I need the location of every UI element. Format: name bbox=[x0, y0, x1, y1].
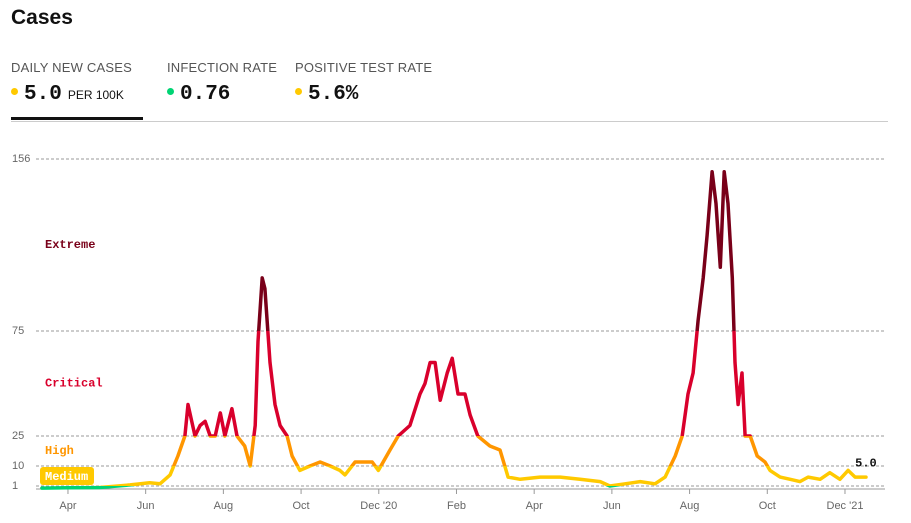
x-tick-label: Oct bbox=[759, 500, 776, 512]
zone-badge bbox=[40, 467, 94, 485]
zone-label: Extreme bbox=[45, 238, 95, 252]
metric-tab[interactable]: DAILY NEW CASES 5.0 PER 100K bbox=[11, 60, 132, 106]
tab-value-row: 5.6% bbox=[295, 83, 432, 106]
tab-label: DAILY NEW CASES bbox=[11, 60, 132, 75]
zone-label: Medium bbox=[45, 470, 88, 484]
x-tick-label: Aug bbox=[680, 500, 700, 512]
tab-label: INFECTION RATE bbox=[167, 60, 278, 75]
x-tick-label: Feb bbox=[447, 500, 466, 512]
y-tick-label: 1 bbox=[12, 480, 18, 492]
y-tick-label: 10 bbox=[12, 460, 24, 472]
zone-label: High bbox=[45, 444, 74, 458]
zone-label: Critical bbox=[45, 377, 103, 391]
tab-value-row: 0.76 bbox=[167, 83, 277, 106]
tab-unit: PER 100K bbox=[67, 88, 124, 102]
title: Cases bbox=[11, 6, 73, 29]
status-dot bbox=[295, 88, 302, 95]
tab-value: 0.76 bbox=[180, 83, 231, 106]
x-tick-label: Dec '20 bbox=[360, 500, 397, 512]
series-line bbox=[40, 169, 868, 490]
divider bbox=[11, 121, 888, 122]
y-tick-label: 25 bbox=[12, 430, 24, 442]
tab-value: 5.0 bbox=[24, 83, 62, 106]
metric-tab[interactable]: POSITIVE TEST RATE 5.6% bbox=[295, 60, 432, 106]
y-tick-label: 156 bbox=[12, 153, 30, 165]
status-dot bbox=[11, 88, 18, 95]
last-value-label: 5.0 bbox=[855, 456, 877, 470]
tab-value: 5.6% bbox=[308, 83, 359, 106]
x-tick-label: Jun bbox=[137, 500, 155, 512]
metric-tab[interactable]: INFECTION RATE 0.76 bbox=[167, 60, 277, 106]
y-tick-label: 75 bbox=[12, 325, 24, 337]
x-tick-label: Dec '21 bbox=[827, 500, 864, 512]
x-tick-label: Aug bbox=[214, 500, 234, 512]
x-tick-label: Jun bbox=[603, 500, 621, 512]
tab-underline bbox=[11, 117, 143, 120]
x-tick-label: Apr bbox=[59, 500, 76, 512]
x-tick-label: Apr bbox=[526, 500, 543, 512]
status-dot bbox=[167, 88, 174, 95]
x-tick-label: Oct bbox=[293, 500, 310, 512]
tab-label: POSITIVE TEST RATE bbox=[295, 60, 433, 75]
tab-value-row: 5.0 PER 100K bbox=[11, 83, 132, 106]
